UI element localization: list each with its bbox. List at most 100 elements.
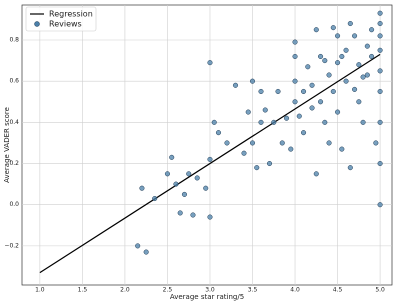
point — [207, 60, 213, 66]
point — [215, 130, 222, 136]
x-tick-label: 5.0 — [375, 287, 385, 294]
point — [207, 156, 213, 162]
y-tick-label: −0.2 — [4, 242, 19, 249]
point — [326, 72, 332, 78]
x-tick-label: 2.0 — [120, 287, 130, 294]
point — [249, 140, 256, 146]
point — [313, 171, 319, 177]
point — [309, 82, 315, 88]
point — [194, 175, 200, 181]
point — [186, 171, 192, 177]
point — [296, 113, 302, 119]
point — [203, 185, 209, 191]
point — [377, 88, 383, 95]
point — [173, 181, 179, 187]
point — [360, 74, 366, 80]
point — [369, 27, 375, 33]
x-tick-label: 1.5 — [78, 287, 88, 294]
point — [300, 130, 307, 136]
point — [271, 119, 277, 125]
point — [143, 249, 149, 255]
legend-swatch — [34, 21, 40, 27]
point — [326, 140, 332, 146]
point — [249, 78, 256, 84]
point — [322, 58, 328, 64]
point — [262, 107, 268, 113]
point — [335, 33, 341, 39]
point — [356, 99, 362, 105]
point — [347, 20, 353, 27]
point — [364, 72, 370, 78]
point — [377, 33, 383, 39]
point — [339, 146, 345, 152]
point — [258, 119, 264, 125]
point — [211, 119, 217, 125]
x-tick-label: 2.5 — [163, 287, 173, 294]
point — [343, 47, 349, 53]
point — [292, 53, 298, 60]
point — [309, 105, 315, 111]
point — [335, 109, 341, 115]
y-tick-label: 0.0 — [9, 201, 19, 208]
point — [275, 88, 281, 95]
point — [283, 115, 290, 121]
point — [241, 150, 247, 156]
point — [377, 68, 383, 74]
point — [343, 78, 349, 84]
point — [360, 119, 366, 125]
point — [377, 160, 383, 167]
y-tick-label: 0.2 — [9, 160, 19, 167]
point — [313, 27, 319, 33]
point — [300, 88, 307, 95]
y-tick-label: 0.8 — [9, 37, 19, 44]
regression-line — [39, 53, 381, 274]
point — [352, 33, 358, 39]
point — [330, 88, 336, 95]
x-axis-label: Average star rating/5 — [170, 293, 244, 301]
point — [164, 171, 170, 177]
point — [254, 165, 260, 171]
point — [279, 140, 285, 146]
point — [369, 53, 375, 60]
point — [377, 10, 383, 16]
point — [322, 119, 328, 125]
point — [373, 140, 379, 146]
legend-label: Regression — [49, 10, 93, 19]
point — [224, 140, 230, 146]
x-tick-label: 3.0 — [205, 287, 215, 294]
point — [305, 64, 311, 70]
point — [318, 53, 324, 60]
point — [135, 243, 141, 249]
point — [258, 88, 264, 95]
point — [232, 82, 239, 88]
point — [364, 43, 370, 49]
x-tick-label: 4.5 — [333, 287, 343, 294]
point — [292, 78, 298, 84]
point — [377, 119, 383, 125]
point — [318, 99, 324, 105]
point — [292, 39, 298, 45]
legend-label: Reviews — [49, 20, 82, 29]
point — [266, 160, 273, 167]
legend-box — [25, 6, 97, 32]
point — [347, 165, 353, 171]
point — [356, 62, 362, 68]
x-tick-label: 1.0 — [35, 287, 45, 294]
point — [335, 60, 341, 66]
point — [292, 99, 298, 105]
y-axis-label: Average VADER score — [3, 107, 11, 183]
point — [377, 20, 383, 27]
point — [288, 146, 294, 152]
point — [339, 53, 345, 60]
point — [377, 202, 383, 208]
point — [190, 212, 196, 218]
point — [152, 195, 158, 202]
point — [169, 154, 175, 160]
point — [207, 214, 213, 220]
point — [330, 25, 336, 31]
point — [139, 185, 145, 191]
y-tick-label: 0.6 — [9, 78, 19, 85]
point — [177, 210, 183, 216]
